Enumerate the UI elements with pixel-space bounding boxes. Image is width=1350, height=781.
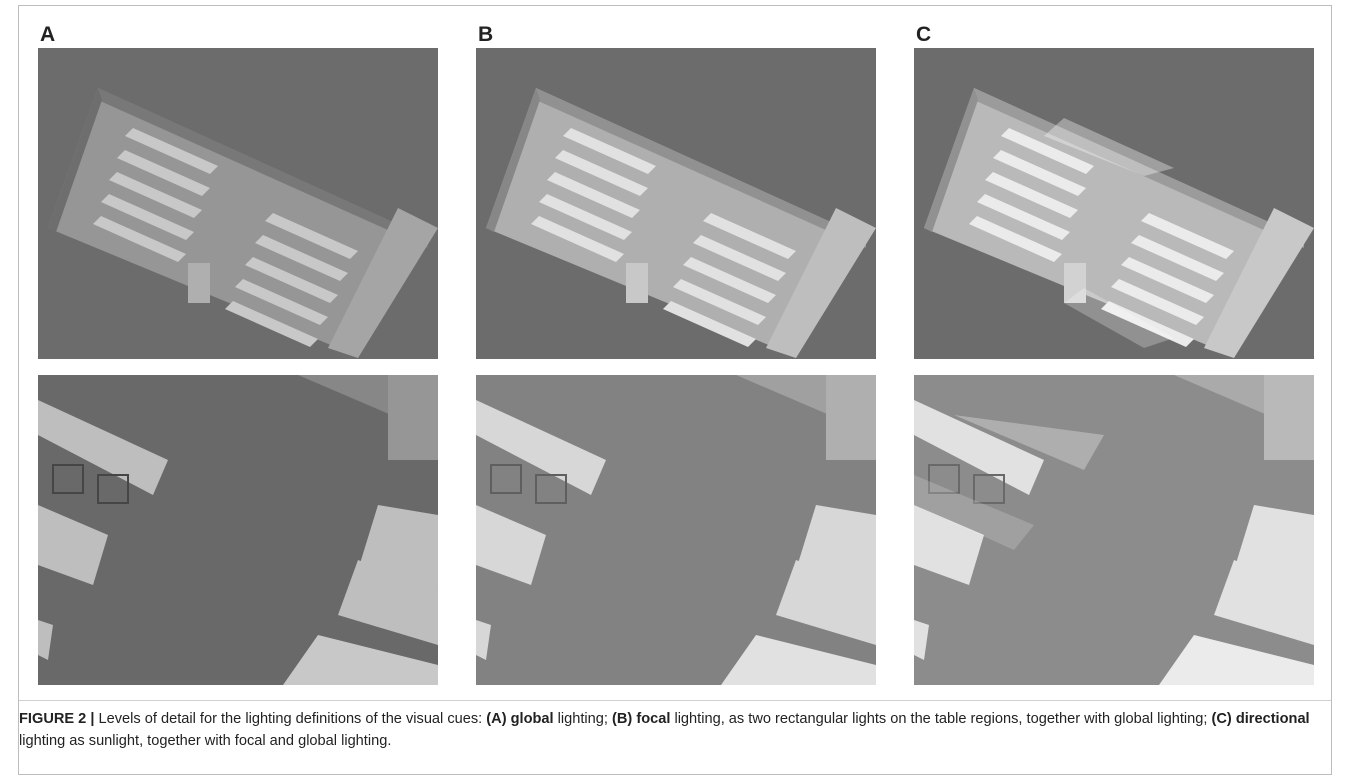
panel-label: C (916, 23, 932, 46)
chair (490, 464, 522, 494)
caption-bold: (A) global (486, 711, 554, 727)
closeup-render (914, 375, 1314, 685)
table-row (531, 216, 624, 262)
sun-patch (1044, 118, 1174, 176)
desk (476, 400, 606, 495)
table-row (1001, 128, 1094, 174)
outer-plate (328, 208, 438, 358)
caption-text: Levels of detail for the lighting defini… (94, 711, 487, 727)
door-panel (626, 263, 648, 303)
closeup-render (476, 375, 876, 685)
table-row (101, 194, 194, 240)
room-floor (924, 88, 1304, 348)
table-row (977, 194, 1070, 240)
panel-label: A (40, 23, 56, 46)
room-wall (924, 88, 978, 232)
cabinet (826, 375, 876, 460)
table-row (703, 213, 796, 259)
overview-render (38, 48, 438, 359)
table-row (985, 172, 1078, 218)
chair (928, 464, 960, 494)
table-row (1101, 301, 1194, 347)
outer-plate (1204, 208, 1314, 358)
desk (914, 620, 929, 660)
table-row (235, 279, 328, 325)
table-row (693, 235, 786, 281)
caption-rule (19, 700, 1331, 701)
desk (1214, 560, 1314, 645)
room-wall (974, 88, 1304, 248)
room-wall (486, 88, 540, 232)
panel: B (476, 22, 876, 685)
caption-bold: (B) focal (612, 711, 671, 727)
desk (38, 620, 53, 660)
chair (97, 474, 129, 504)
door-panel (188, 263, 210, 303)
table-row (547, 172, 640, 218)
caption-bold: (C) directional (1211, 711, 1310, 727)
desk (476, 505, 546, 585)
table-row (125, 128, 218, 174)
overview-render (476, 48, 876, 359)
room-floor (486, 88, 866, 348)
desk (914, 505, 984, 585)
table-row (993, 150, 1086, 196)
caption: FIGURE 2 | Levels of detail for the ligh… (19, 708, 1319, 752)
desk (338, 560, 438, 645)
table-row (1111, 279, 1204, 325)
table-row (563, 128, 656, 174)
room-wall (536, 88, 866, 248)
chair (973, 474, 1005, 504)
desk (914, 400, 1044, 495)
chair (535, 474, 567, 504)
cabinet (388, 375, 438, 460)
desk (776, 560, 876, 645)
table-row (1131, 235, 1224, 281)
chair (52, 464, 84, 494)
table-row (109, 172, 202, 218)
desk (283, 635, 438, 685)
table-row (673, 279, 766, 325)
desk (721, 635, 876, 685)
table-row (245, 257, 338, 303)
desk (1159, 635, 1314, 685)
table-row (1141, 213, 1234, 259)
table-row (683, 257, 776, 303)
overview-render (914, 48, 1314, 359)
room-wall (48, 88, 102, 232)
sun-patch (1064, 288, 1174, 348)
door-panel (1064, 263, 1086, 303)
caption-text: lighting, as two rectangular lights on t… (670, 711, 1212, 727)
closeup-render (38, 375, 438, 685)
table-row (663, 301, 756, 347)
table-row (539, 194, 632, 240)
outer-plate (766, 208, 876, 358)
room-floor (48, 88, 428, 348)
figure-frame (18, 5, 1332, 775)
sun-patch (954, 415, 1104, 470)
panel: A (38, 22, 438, 685)
caption-bold: FIGURE 2 | (19, 711, 95, 727)
caption-text: lighting; (553, 711, 613, 727)
caption-text: lighting as sunlight, together with foca… (19, 733, 392, 749)
panel-label: B (478, 23, 494, 46)
panel: C (914, 22, 1314, 685)
table-row (555, 150, 648, 196)
desk (38, 400, 168, 495)
desk (476, 620, 491, 660)
table-row (117, 150, 210, 196)
desk (38, 505, 108, 585)
table-row (969, 216, 1062, 262)
room-wall (98, 88, 428, 248)
sun-patch (914, 475, 1034, 550)
cabinet (1264, 375, 1314, 460)
table-row (265, 213, 358, 259)
table-row (225, 301, 318, 347)
table-row (1121, 257, 1214, 303)
table-row (93, 216, 186, 262)
table-row (255, 235, 348, 281)
